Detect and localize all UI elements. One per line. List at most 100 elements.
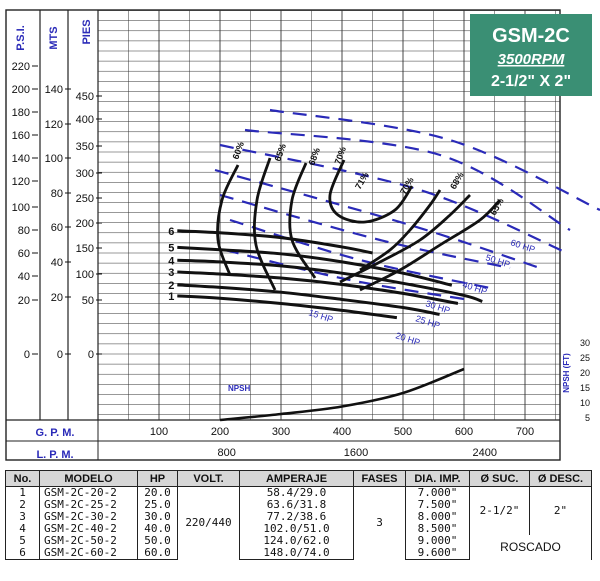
- gpm-tick: 700: [516, 426, 534, 438]
- col-impeller-dia: DIA. IMP.: [405, 470, 470, 487]
- gpm-tick: 600: [455, 426, 473, 438]
- mts-tick: 80: [51, 188, 63, 200]
- pies-tick: 0: [88, 349, 94, 361]
- table-row: 1 GSM-2C-20-2 20.0 220/440 58.4/29.0 3 7…: [5, 486, 592, 560]
- pies-tick: 150: [76, 243, 94, 255]
- pies-tick: 350: [76, 141, 94, 153]
- psi-tick: 100: [12, 202, 30, 214]
- npsh-curve-label: NPSH: [228, 384, 250, 393]
- badge-model: GSM-2C: [492, 25, 570, 47]
- lpm-tick: 1600: [344, 447, 368, 459]
- cell-model: GSM-2C-60-2: [39, 547, 138, 560]
- pies-tick: 250: [76, 193, 94, 205]
- col-hp: HP: [137, 470, 178, 487]
- lpm-label: L. P. M.: [36, 449, 73, 461]
- pies-tick: 200: [76, 218, 94, 230]
- efficiency-label: 70%: [332, 145, 348, 165]
- hp-label: 50 HP: [484, 252, 511, 269]
- psi-tick: 0: [24, 349, 30, 361]
- cell-amperage: 77.2/38.6: [239, 511, 354, 523]
- hp-line: [214, 168, 541, 270]
- cell-amperage: 102.0/51.0: [239, 523, 354, 535]
- col-volt: VOLT.: [177, 470, 240, 487]
- hp-label: 25 HP: [414, 313, 441, 330]
- psi-tick: 60: [18, 248, 30, 260]
- mts-tick: 140: [45, 84, 63, 96]
- cell-impeller-dia: 8.000": [405, 511, 470, 523]
- table-row: 5 GSM-2C-50-2 50.0 124.0/62.0 9.000" ROS…: [5, 535, 592, 560]
- pies-tick: 300: [76, 168, 94, 180]
- efficiency-label: 65%: [488, 196, 506, 217]
- efficiency-curve: [252, 157, 277, 291]
- npsh-tick: 20: [580, 368, 590, 378]
- head-curve-5: [177, 245, 453, 287]
- pies-tick: 450: [76, 91, 94, 103]
- cell-discharge: 2": [529, 486, 592, 535]
- cell-impeller-dia: 7.500": [405, 499, 470, 511]
- gpm-tick: 500: [394, 426, 412, 438]
- npsh-curve: [219, 367, 465, 422]
- efficiency-curve: [359, 189, 442, 272]
- mts-tick: 0: [57, 349, 63, 361]
- mts-tick: 40: [51, 257, 63, 269]
- mts-tick: 20: [51, 292, 63, 304]
- psi-tick: 120: [12, 176, 30, 188]
- cell-phases: 3: [353, 486, 406, 560]
- psi-tick: 140: [12, 153, 30, 165]
- cell-amperage: 124.0/62.0: [239, 535, 354, 547]
- badge-size: 2-1/2" X 2": [491, 73, 571, 90]
- col-model: MODELO: [39, 470, 138, 487]
- efficiency-label: 65%: [272, 142, 288, 162]
- cell-amperage: 148.0/74.0: [239, 547, 354, 560]
- col-phases: FASES: [353, 470, 406, 487]
- efficiency-curve: [288, 162, 317, 279]
- head-curve-4: [177, 258, 483, 303]
- head-curve-label: 5: [168, 242, 174, 254]
- badge-background: [470, 14, 592, 96]
- col-amperage: AMPERAJE: [239, 470, 354, 487]
- psi-tick: 180: [12, 107, 30, 119]
- npsh-curve-group: NPSH: [219, 367, 465, 422]
- cell-hp: 30.0: [137, 511, 178, 523]
- psi-tick: 200: [12, 84, 30, 96]
- head-curve-label: 6: [168, 226, 174, 238]
- head-curve-label: 1: [168, 291, 174, 303]
- cell-model: GSM-2C-50-2: [39, 535, 138, 547]
- gpm-tick: 100: [150, 426, 168, 438]
- psi-tick: 220: [12, 61, 30, 73]
- psi-tick: 80: [18, 225, 30, 237]
- npsh-tick: 5: [585, 413, 590, 423]
- col-suction: Ø SUC.: [469, 470, 530, 487]
- head-curve-6: [177, 229, 373, 255]
- npsh-tick: 30: [580, 338, 590, 348]
- hp-line: [269, 108, 600, 211]
- head-curve-3: [177, 270, 459, 305]
- efficiency-label: 68%: [448, 170, 466, 191]
- cell-connection: ROSCADO: [469, 535, 592, 560]
- axis-headers: P.S.I. MTS PIES NPSH (FT) G. P. M. L. P.…: [15, 19, 571, 461]
- hp-line: [229, 218, 491, 290]
- cell-volt: 220/440: [177, 486, 240, 560]
- psi-tick: 20: [18, 295, 30, 307]
- pies-tick: 50: [82, 295, 94, 307]
- hp-label: 60 HP: [509, 237, 536, 254]
- pies-tick: 400: [76, 114, 94, 126]
- lpm-tick: 800: [218, 447, 236, 459]
- table-header-row: No. MODELO HP VOLT. AMPERAJE FASES DIA. …: [5, 470, 592, 487]
- efficiency-label: 68%: [306, 146, 322, 166]
- cell-hp: 40.0: [137, 523, 178, 535]
- cell-no: 6: [5, 547, 40, 560]
- cell-model: GSM-2C-30-2: [39, 511, 138, 523]
- mts-tick: 120: [45, 119, 63, 131]
- gpm-tick: 300: [272, 426, 290, 438]
- psi-tick: 40: [18, 271, 30, 283]
- mts-header: MTS: [48, 26, 60, 49]
- mts-tick: 60: [51, 222, 63, 234]
- psi-tick: 160: [12, 130, 30, 142]
- cell-hp: 25.0: [137, 499, 178, 511]
- hp-label: 40 HP: [461, 279, 488, 296]
- head-curve-label: 4: [168, 255, 175, 267]
- cell-model: GSM-2C-40-2: [39, 523, 138, 535]
